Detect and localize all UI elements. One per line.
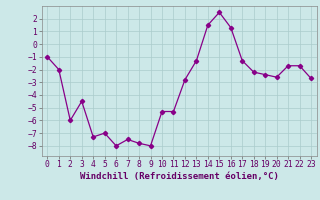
X-axis label: Windchill (Refroidissement éolien,°C): Windchill (Refroidissement éolien,°C) — [80, 172, 279, 181]
